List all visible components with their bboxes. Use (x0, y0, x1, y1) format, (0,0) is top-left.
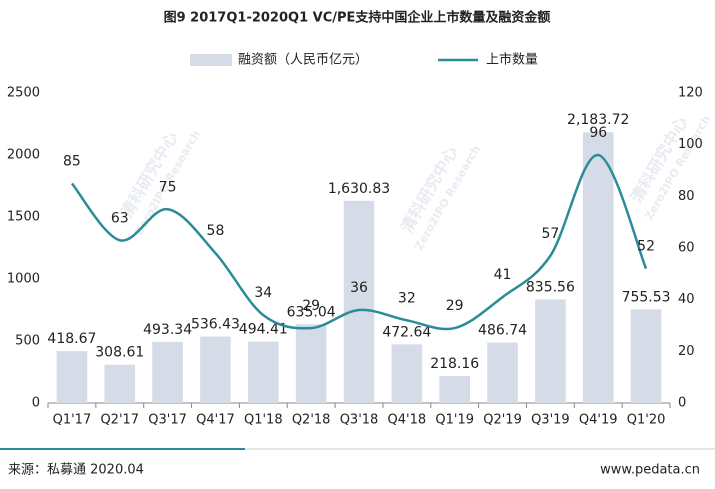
line-value-label: 41 (494, 267, 512, 283)
line-value-label: 57 (541, 226, 559, 242)
bar-value-label: 1,630.83 (328, 181, 390, 197)
bar (295, 324, 327, 403)
y-tick-label: 2000 (7, 148, 40, 163)
x-tick-label: Q3'17 (148, 413, 187, 428)
legend-label: 上市数量 (486, 52, 538, 68)
x-tick-label: Q4'18 (388, 413, 427, 428)
bar-value-label: 218.16 (430, 356, 479, 372)
bar-value-label: 308.61 (95, 345, 144, 361)
bar-value-label: 418.67 (47, 331, 96, 347)
line-value-label: 96 (589, 125, 607, 141)
y-tick-label: 1500 (7, 210, 40, 225)
bar-value-label: 2,183.72 (567, 112, 629, 128)
bar (247, 341, 279, 403)
y-tick-label: 2500 (7, 86, 40, 101)
y2-tick-label: 0 (678, 396, 686, 411)
y-tick-label: 0 (32, 396, 40, 411)
x-tick-label: Q1'20 (627, 413, 666, 428)
line-value-label: 29 (446, 298, 464, 314)
y2-tick-label: 40 (678, 292, 695, 307)
legend-label: 融资额（人民币亿元） (238, 53, 368, 68)
bar (200, 336, 231, 403)
x-tick-label: Q4'17 (196, 413, 235, 428)
line (70, 153, 648, 331)
line-value-label: 29 (302, 298, 320, 314)
bar-value-label: 472.64 (382, 324, 431, 340)
x-tick-label: Q3'19 (531, 413, 570, 428)
source: 来源：私募通 2020.04 (8, 463, 144, 478)
y2-tick-label: 120 (678, 86, 703, 101)
x-tick-label: Q2'18 (292, 413, 331, 428)
chart-title: 图9 2017Q1-2020Q1 VC/PE支持中国企业上市数量及融资金额 (164, 10, 551, 26)
bar (343, 200, 375, 403)
x-tick-label: Q2'19 (483, 413, 522, 428)
bar-value-label: 635.04 (287, 304, 336, 320)
line-value-label: 58 (207, 223, 225, 239)
legend-swatch (190, 54, 232, 66)
y2-tick-label: 80 (678, 189, 695, 204)
y2-tick-label: 100 (678, 137, 703, 152)
bar-value-label: 493.34 (143, 322, 192, 338)
bar (439, 375, 471, 403)
y-tick-label: 1000 (7, 272, 40, 287)
line-value-label: 63 (111, 210, 129, 226)
x-tick-label: Q3'18 (340, 413, 379, 428)
line-value-label: 85 (63, 153, 81, 169)
y2-tick-label: 60 (678, 241, 695, 256)
y2-tick-label: 20 (678, 344, 695, 359)
bar (582, 132, 614, 403)
x-tick-label: Q1'17 (53, 413, 92, 428)
bar (630, 309, 662, 403)
website: www.pedata.cn (600, 463, 700, 478)
bar-value-label: 536.43 (191, 316, 240, 332)
bar (56, 351, 88, 403)
x-tick-label: Q1'18 (244, 413, 283, 428)
line-value-label: 75 (159, 179, 177, 195)
line-value-label: 52 (637, 239, 655, 255)
x-tick-label: Q1'19 (435, 413, 474, 428)
x-tick-label: Q4'19 (579, 413, 618, 428)
bar (152, 341, 183, 403)
x-tick-label: Q2'17 (100, 413, 139, 428)
bar-value-label: 494.41 (239, 322, 288, 338)
line-value-label: 32 (398, 290, 416, 306)
bar-value-label: 486.74 (478, 323, 527, 339)
y-tick-label: 500 (15, 334, 40, 349)
bar (104, 364, 136, 403)
bar-value-label: 755.53 (622, 289, 671, 305)
line-value-label: 34 (254, 285, 272, 301)
bar (391, 344, 423, 403)
line-value-label: 36 (350, 280, 368, 296)
bar (487, 342, 518, 403)
bar-value-label: 835.56 (526, 279, 575, 295)
bar (535, 299, 566, 403)
